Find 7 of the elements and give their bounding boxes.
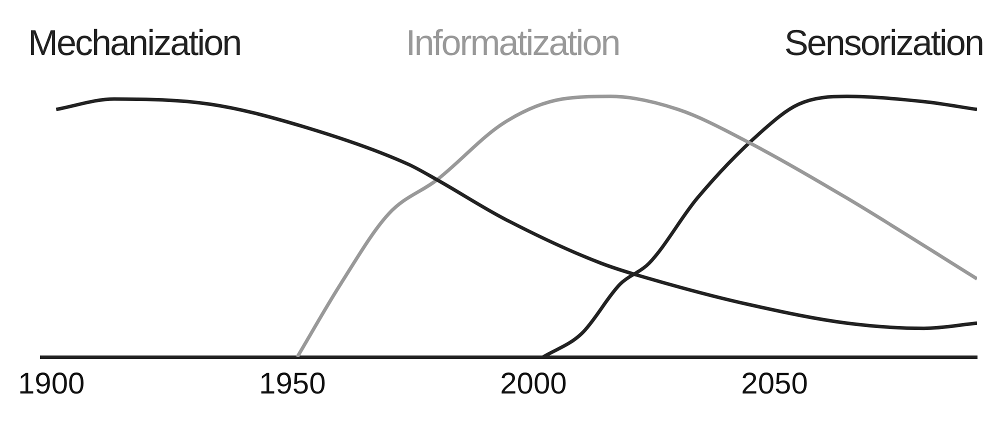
series-label: Sensorization (784, 22, 983, 64)
series-label: Mechanization (28, 22, 241, 64)
x-tick-label: 2050 (741, 367, 808, 400)
x-tick-label: 2000 (500, 367, 567, 400)
x-tick-label: 1900 (18, 367, 85, 400)
x-tick-label: 1950 (259, 367, 326, 400)
series-label: Informatization (406, 22, 620, 64)
